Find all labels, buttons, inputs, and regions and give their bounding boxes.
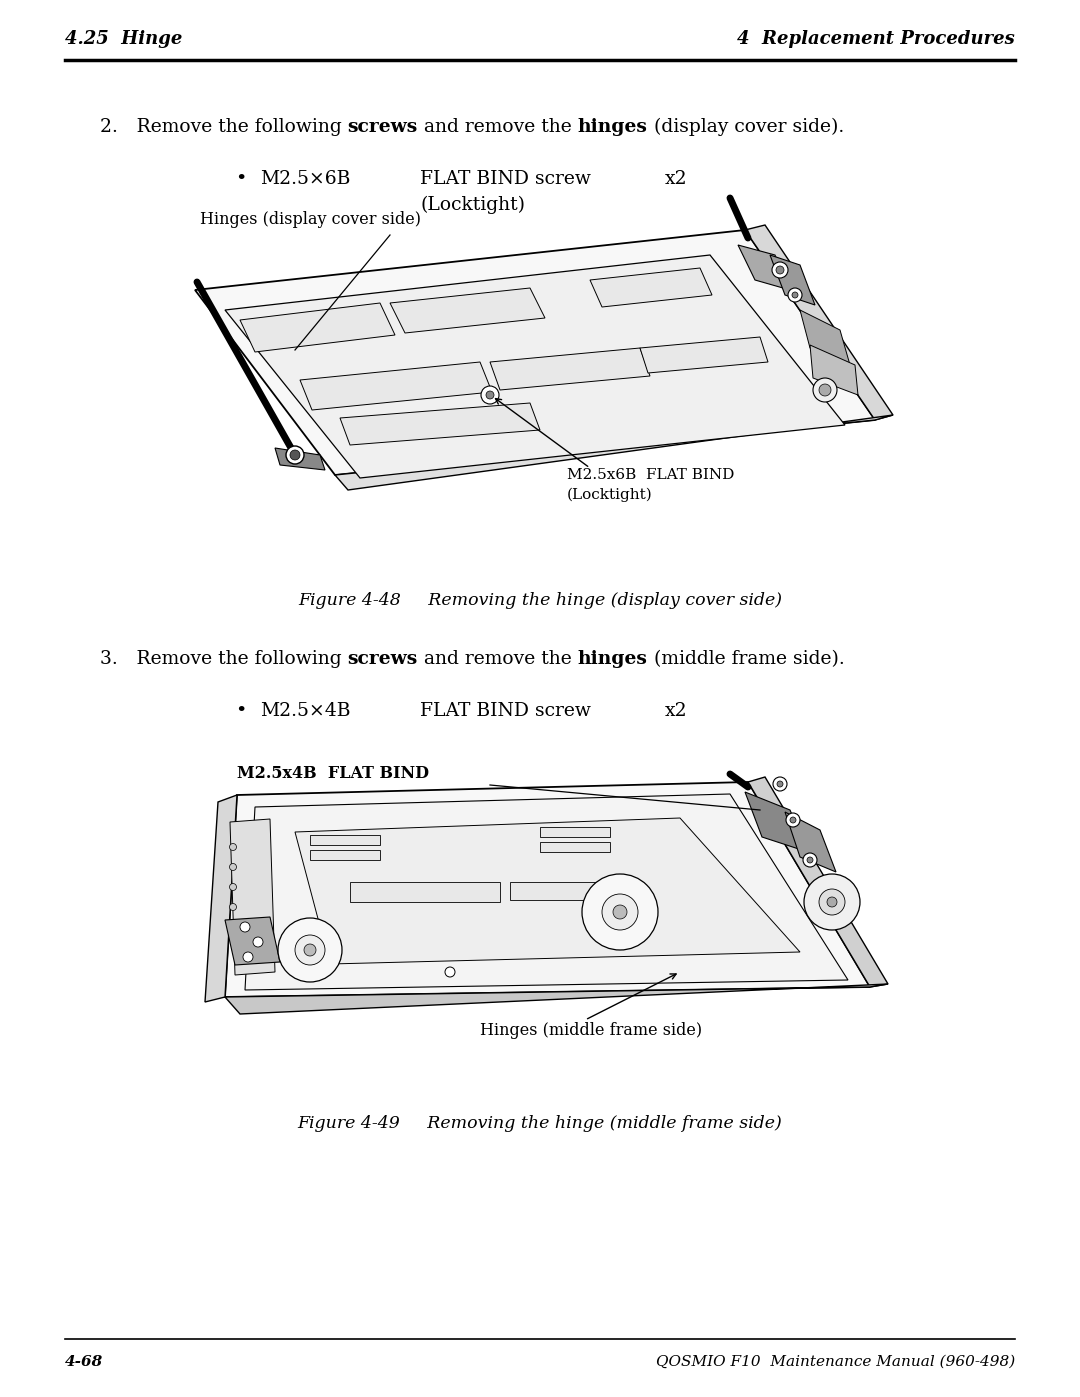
Polygon shape — [340, 402, 540, 446]
Polygon shape — [310, 835, 380, 845]
Circle shape — [792, 292, 798, 298]
Text: (Locktight): (Locktight) — [420, 196, 525, 214]
Text: and remove the: and remove the — [418, 650, 578, 668]
Text: M2.5x6B  FLAT BIND: M2.5x6B FLAT BIND — [567, 468, 734, 482]
Circle shape — [804, 875, 860, 930]
Text: 4.25  Hinge: 4.25 Hinge — [65, 29, 183, 47]
Circle shape — [789, 817, 796, 823]
Polygon shape — [785, 812, 836, 872]
Polygon shape — [745, 225, 893, 420]
Polygon shape — [800, 310, 850, 365]
Text: 2. Remove the following: 2. Remove the following — [100, 117, 348, 136]
Circle shape — [243, 951, 253, 963]
Polygon shape — [245, 793, 848, 990]
Circle shape — [240, 922, 249, 932]
Polygon shape — [350, 882, 500, 902]
Circle shape — [827, 897, 837, 907]
Circle shape — [772, 263, 788, 278]
Circle shape — [229, 883, 237, 890]
Polygon shape — [510, 882, 620, 900]
Text: FLAT BIND screw: FLAT BIND screw — [420, 170, 591, 189]
Text: M2.5x4B  FLAT BIND: M2.5x4B FLAT BIND — [237, 766, 429, 782]
Circle shape — [602, 894, 638, 930]
Polygon shape — [745, 792, 808, 852]
Text: (Locktight): (Locktight) — [567, 488, 652, 503]
Text: and remove the: and remove the — [418, 117, 578, 136]
Circle shape — [786, 813, 800, 827]
Polygon shape — [540, 827, 610, 837]
Polygon shape — [770, 256, 815, 305]
Circle shape — [819, 888, 845, 915]
Circle shape — [278, 918, 342, 982]
Polygon shape — [275, 448, 325, 469]
Polygon shape — [225, 782, 870, 997]
Circle shape — [291, 450, 300, 460]
Text: 4-68: 4-68 — [65, 1355, 104, 1369]
Polygon shape — [738, 244, 789, 291]
Text: Hinges (middle frame side): Hinges (middle frame side) — [480, 1023, 702, 1039]
Circle shape — [229, 904, 237, 911]
Polygon shape — [205, 795, 237, 1002]
Polygon shape — [225, 983, 888, 1014]
Text: Hinges (display cover side): Hinges (display cover side) — [200, 211, 421, 228]
Polygon shape — [195, 231, 875, 475]
Polygon shape — [390, 288, 545, 332]
Polygon shape — [490, 348, 650, 390]
Circle shape — [807, 856, 813, 863]
Text: (display cover side).: (display cover side). — [648, 117, 843, 137]
Circle shape — [481, 386, 499, 404]
Circle shape — [445, 967, 455, 977]
Polygon shape — [225, 256, 845, 478]
Polygon shape — [240, 303, 395, 352]
Circle shape — [613, 905, 627, 919]
Polygon shape — [748, 777, 888, 988]
Circle shape — [582, 875, 658, 950]
Text: •: • — [235, 703, 246, 719]
Text: screws: screws — [348, 650, 418, 668]
Circle shape — [486, 391, 494, 400]
Circle shape — [229, 863, 237, 870]
Polygon shape — [335, 415, 893, 490]
Circle shape — [286, 446, 303, 464]
Text: Figure 4-49     Removing the hinge (middle frame side): Figure 4-49 Removing the hinge (middle f… — [298, 1115, 782, 1132]
Circle shape — [295, 935, 325, 965]
Polygon shape — [540, 842, 610, 852]
Circle shape — [804, 854, 816, 868]
Text: (middle frame side).: (middle frame side). — [648, 650, 845, 668]
Polygon shape — [590, 268, 712, 307]
Text: M2.5×6B: M2.5×6B — [260, 170, 350, 189]
Text: hinges: hinges — [578, 650, 648, 668]
Text: 4  Replacement Procedures: 4 Replacement Procedures — [738, 29, 1015, 47]
Text: x2: x2 — [665, 703, 688, 719]
Circle shape — [773, 777, 787, 791]
Polygon shape — [810, 345, 858, 395]
Circle shape — [788, 288, 802, 302]
Polygon shape — [230, 819, 275, 975]
Circle shape — [813, 379, 837, 402]
Text: screws: screws — [348, 117, 418, 136]
Circle shape — [777, 265, 784, 274]
Circle shape — [819, 384, 831, 395]
Polygon shape — [225, 916, 280, 965]
Text: hinges: hinges — [578, 117, 648, 136]
Text: QOSMIO F10  Maintenance Manual (960-498): QOSMIO F10 Maintenance Manual (960-498) — [656, 1355, 1015, 1369]
Text: FLAT BIND screw: FLAT BIND screw — [420, 703, 591, 719]
Polygon shape — [300, 362, 492, 409]
Circle shape — [253, 937, 264, 947]
Circle shape — [229, 844, 237, 851]
Text: Figure 4-48     Removing the hinge (display cover side): Figure 4-48 Removing the hinge (display … — [298, 592, 782, 609]
Circle shape — [303, 944, 316, 956]
Text: •: • — [235, 170, 246, 189]
Text: 3. Remove the following: 3. Remove the following — [100, 650, 348, 668]
Circle shape — [777, 781, 783, 787]
Polygon shape — [310, 849, 380, 861]
Polygon shape — [640, 337, 768, 373]
Text: M2.5×4B: M2.5×4B — [260, 703, 351, 719]
Polygon shape — [295, 819, 800, 964]
Text: x2: x2 — [665, 170, 688, 189]
